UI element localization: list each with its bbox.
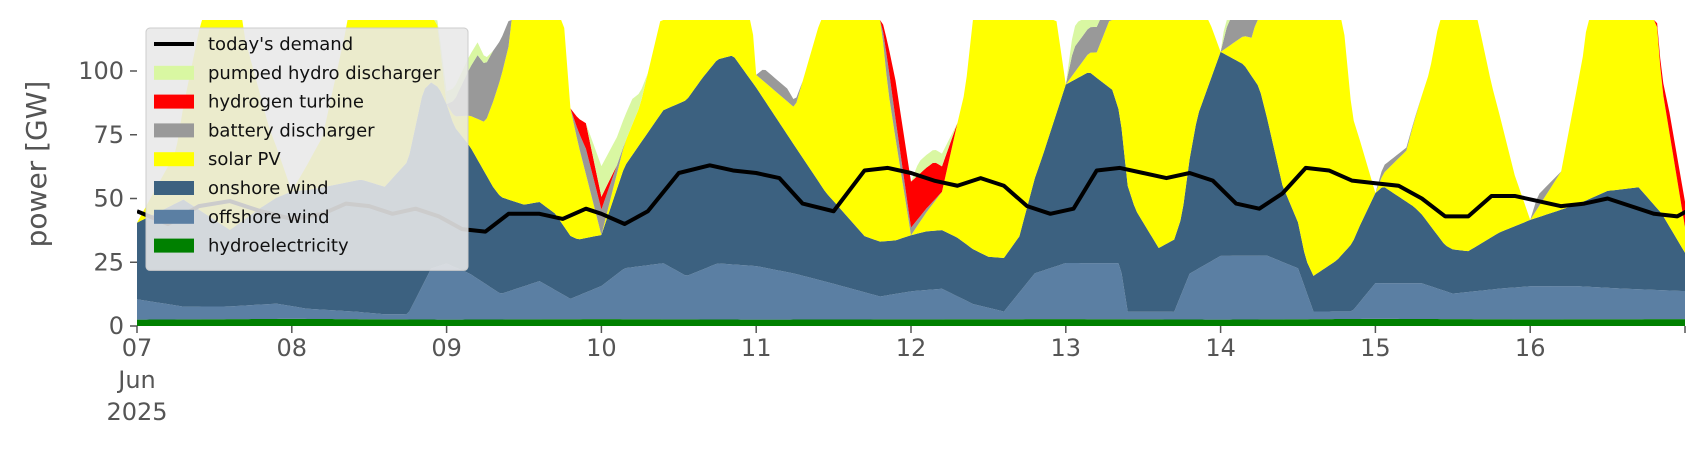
legend-box: [145, 27, 469, 271]
legend-label: pumped hydro discharger: [208, 63, 441, 84]
legend-swatch: [154, 181, 194, 195]
x-tick-label: 08: [277, 334, 308, 362]
legend: today's demand pumped hydro discharger hyd…: [145, 27, 469, 271]
legend-label: today's demand: [208, 34, 353, 55]
x-tick-label: 09: [431, 334, 462, 362]
x-tick-label: Jun: [116, 366, 156, 394]
x-tick-label: 12: [896, 334, 927, 362]
y-axis: 0 25 50 75 100: [78, 57, 137, 340]
area-onshore-wind: [137, 51, 1685, 315]
legend-swatch: [154, 152, 194, 167]
area-hydrogen-turbine: [137, 20, 1685, 228]
x-tick-label: 2025: [106, 398, 167, 426]
y-tick-label: 50: [93, 185, 124, 213]
y-tick-label: 75: [93, 121, 124, 149]
area-hydroelectricity: [137, 318, 1685, 326]
x-tick-label: 14: [1205, 334, 1236, 362]
x-tick-label: 16: [1515, 334, 1546, 362]
legend-swatch: [154, 65, 194, 80]
legend-swatch: [154, 238, 194, 253]
y-tick-label: 25: [93, 248, 124, 276]
legend-label: hydroelectricity: [208, 236, 349, 257]
legend-label: solar PV: [208, 149, 281, 170]
legend-swatch: [154, 94, 194, 109]
legend-label: battery discharger: [208, 120, 375, 141]
x-axis: 07 Jun 2025 08 09 10 11 12 13 14 15 16: [106, 326, 1686, 426]
legend-swatch: [154, 123, 194, 138]
y-tick-label: 100: [78, 57, 124, 85]
area-solar-pv: [137, 20, 1685, 276]
area-offshore-wind: [137, 255, 1685, 320]
legend-label: hydrogen turbine: [208, 92, 364, 113]
x-tick-label: 13: [1051, 334, 1082, 362]
plot-area: [137, 20, 1685, 326]
x-tick-label: 11: [741, 334, 772, 362]
x-tick-label: 07: [122, 334, 153, 362]
y-tick-label: 0: [109, 312, 124, 340]
legend-label: offshore wind: [208, 207, 330, 228]
y-axis-label: power [GW]: [20, 81, 53, 248]
x-tick-label: 10: [586, 334, 617, 362]
x-tick-label: 15: [1360, 334, 1391, 362]
legend-label: onshore wind: [208, 178, 329, 199]
legend-swatch: [154, 209, 194, 224]
